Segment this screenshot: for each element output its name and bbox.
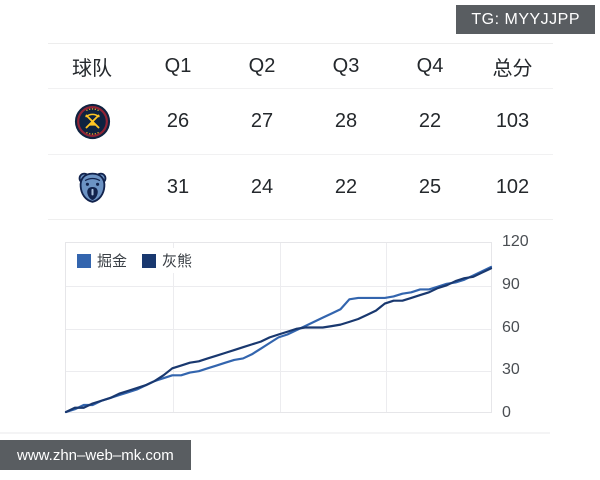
grizzlies-total-score: 102 bbox=[495, 175, 530, 198]
nuggets-q1-score: 26 bbox=[166, 110, 190, 132]
memphis-grizzlies-logo-icon bbox=[78, 172, 106, 203]
quarter-score-table: 球队 Q1 Q2 Q3 Q4 总分 bbox=[48, 43, 553, 220]
y-tick-30: 30 bbox=[502, 361, 520, 379]
gridline-v-q3 bbox=[386, 243, 388, 412]
legend-item-nuggets[interactable]: 掘金 bbox=[77, 250, 127, 271]
tg-badge-text: TG: MYYJJPP bbox=[471, 10, 580, 28]
gridline-v-q2 bbox=[279, 243, 281, 412]
grizzlies-q1-score: 31 bbox=[166, 175, 190, 198]
header-team: 球队 bbox=[72, 57, 112, 80]
grizzlies-team-cell bbox=[48, 169, 136, 206]
grizzlies-q4-score: 25 bbox=[418, 175, 442, 198]
header-q3: Q3 bbox=[332, 54, 360, 77]
gridline-h-60 bbox=[66, 328, 491, 330]
grizzlies-legend-swatch-icon bbox=[142, 253, 157, 268]
watermark-badge: www.zhn–web–mk.com bbox=[0, 440, 191, 470]
header-q2: Q2 bbox=[248, 54, 276, 77]
grizzlies-q3-score: 22 bbox=[334, 175, 358, 198]
header-q4: Q4 bbox=[416, 54, 444, 77]
denver-nuggets-logo-icon bbox=[74, 103, 110, 140]
header-total: 总分 bbox=[492, 57, 533, 80]
score-line-grizzlies bbox=[64, 267, 493, 414]
gridline-v-q1 bbox=[172, 243, 174, 412]
bottom-divider bbox=[0, 432, 550, 434]
nuggets-total-score: 103 bbox=[495, 110, 530, 132]
nuggets-q3-score: 28 bbox=[334, 110, 358, 132]
legend-item-grizzlies[interactable]: 灰熊 bbox=[142, 250, 192, 271]
table-row-grizzlies: 31 24 22 25 102 bbox=[48, 155, 553, 219]
nuggets-legend-label: 掘金 bbox=[97, 253, 128, 270]
chart-legend: 掘金 灰熊 bbox=[75, 248, 199, 273]
gridline-h-90 bbox=[66, 285, 491, 287]
grizzlies-q2-score: 24 bbox=[250, 175, 274, 198]
nuggets-q2-score: 27 bbox=[250, 110, 274, 132]
score-lines-svg bbox=[64, 265, 493, 414]
nuggets-q4-score: 22 bbox=[418, 110, 442, 132]
tg-badge: TG: MYYJJPP bbox=[456, 5, 595, 34]
nuggets-legend-swatch-icon bbox=[77, 253, 91, 268]
y-tick-120: 120 bbox=[502, 233, 529, 250]
y-tick-90: 90 bbox=[502, 275, 520, 293]
y-tick-60: 60 bbox=[502, 318, 520, 336]
y-tick-0: 0 bbox=[502, 404, 511, 421]
score-line-nuggets bbox=[64, 265, 493, 414]
cumulative-score-chart: 掘金 灰熊 bbox=[64, 242, 493, 414]
table-header-row: 球队 Q1 Q2 Q3 Q4 总分 bbox=[48, 44, 553, 89]
nuggets-team-cell bbox=[48, 103, 136, 140]
header-q1: Q1 bbox=[164, 54, 192, 77]
chart-y-axis: 120 90 60 30 0 bbox=[502, 233, 548, 421]
gridline-h-30 bbox=[66, 371, 491, 373]
grizzlies-legend-label: 灰熊 bbox=[162, 253, 193, 270]
watermark-text: www.zhn–web–mk.com bbox=[17, 446, 174, 464]
table-row-nuggets: 26 27 28 22 103 bbox=[48, 89, 553, 155]
